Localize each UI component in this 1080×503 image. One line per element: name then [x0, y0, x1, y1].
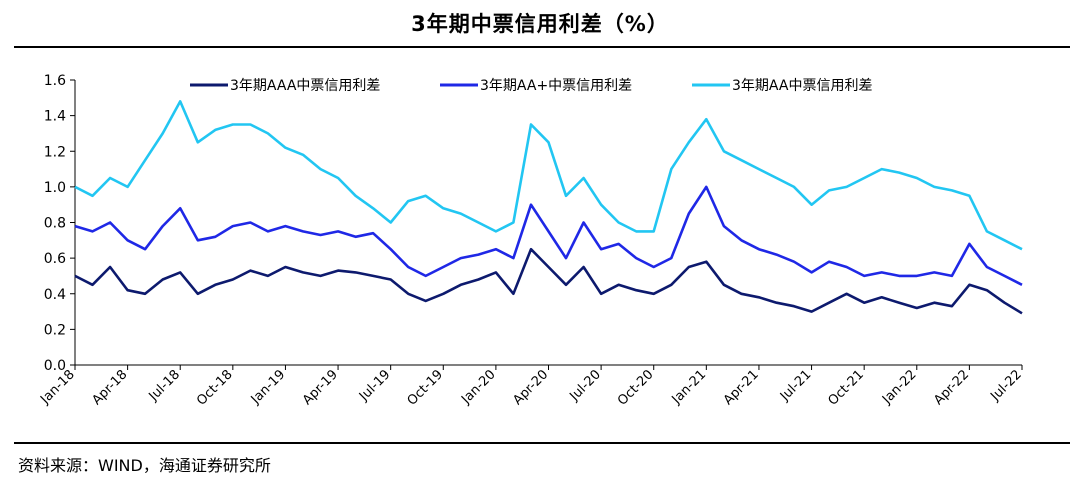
y-tick-label: 1.0 [44, 180, 66, 196]
series-line-1 [74, 185, 1023, 286]
y-tick-label: 0.0 [44, 358, 66, 374]
x-tick-label: Jul-18 [146, 367, 183, 404]
y-tick-label: 1.6 [44, 73, 66, 89]
y-tick-label: 0.8 [44, 216, 66, 232]
x-tick-label: Apr-20 [510, 367, 551, 408]
x-tick-label: Jul-19 [356, 367, 393, 404]
x-tick-label: Oct-21 [825, 367, 867, 409]
y-tick-label: 1.2 [44, 144, 66, 160]
series-lines [74, 100, 1023, 315]
x-tick-label: Jan-20 [458, 367, 499, 408]
x-tick-label: Apr-19 [300, 367, 341, 408]
series-line-0 [74, 247, 1023, 315]
footer-divider [14, 442, 1070, 444]
y-tick-label: 0.2 [44, 322, 66, 338]
x-tick-label: Jul-20 [567, 367, 604, 404]
title-divider [14, 46, 1070, 48]
line-chart: 0.00.20.40.60.81.01.21.41.6 Jan-18 Apr-18… [37, 73, 1025, 409]
y-tick-label: 1.4 [44, 109, 66, 125]
y-tick-label: 0.4 [44, 287, 66, 303]
source-note: 资料来源：WIND，海通证券研究所 [18, 456, 271, 475]
legend: 3年期AAA中票信用利差 3年期AA+中票信用利差 3年期AA中票信用利差 [190, 78, 872, 94]
x-tick-label: Apr-18 [89, 367, 130, 408]
x-tick-label: Oct-18 [194, 367, 236, 409]
x-tick-label: Oct-20 [615, 367, 657, 409]
x-tick-label: Apr-21 [721, 367, 762, 408]
x-tick-label: Jan-21 [669, 367, 710, 408]
chart-title: 3年期中票信用利差（%） [411, 12, 669, 36]
x-tick-label: Jan-22 [879, 367, 920, 408]
x-tick-label: Oct-19 [405, 367, 447, 409]
series-line-2 [74, 100, 1023, 251]
x-tick-label: Jul-21 [777, 367, 814, 404]
y-tick-label: 0.6 [44, 251, 66, 267]
x-tick-label: Jul-22 [987, 367, 1024, 404]
x-tick-label: Jan-19 [248, 367, 289, 408]
legend-label-0: 3年期AAA中票信用利差 [230, 78, 380, 94]
x-axis-ticks: Jan-18 Apr-18 Jul-18 Oct-18 Jan-19 Apr-19 Jul-… [37, 365, 1025, 409]
legend-label-1: 3年期AA+中票信用利差 [480, 78, 632, 94]
legend-label-2: 3年期AA中票信用利差 [732, 78, 872, 94]
y-axis-ticks: 0.0 0.2 0.4 0.6 0.8 1.0 1.2 1.4 1.6 [44, 73, 75, 374]
x-tick-label: Apr-22 [931, 367, 972, 408]
